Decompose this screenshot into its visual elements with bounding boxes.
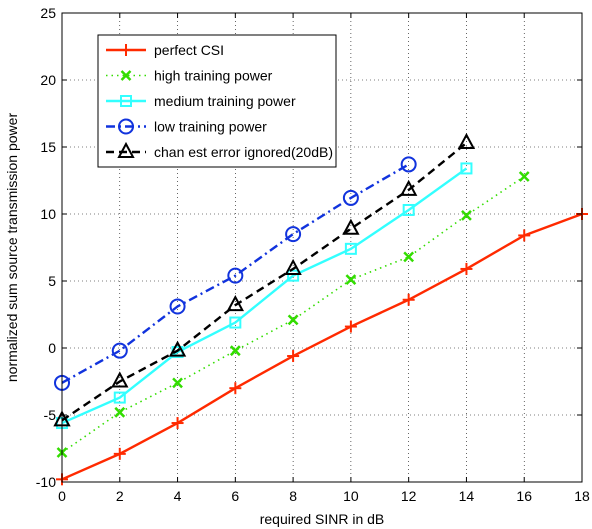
- y-axis-label: normalized sum source transmission power: [4, 113, 20, 383]
- data-point: [284, 258, 302, 275]
- legend-item: high training power: [106, 68, 273, 84]
- data-point: [113, 391, 126, 404]
- y-tick-label: 20: [40, 72, 56, 88]
- data-point: [285, 226, 302, 243]
- series-2: [56, 162, 473, 430]
- data-point: [168, 340, 187, 357]
- x-tick-label: 4: [174, 488, 182, 504]
- data-point: [402, 293, 415, 306]
- x-tick-label: 14: [459, 488, 475, 504]
- x-tick-label: 16: [516, 488, 532, 504]
- legend-label: medium training power: [154, 93, 296, 109]
- x-tick-label: 0: [58, 488, 66, 504]
- legend-marker: [120, 95, 132, 107]
- legend-marker: [117, 141, 135, 158]
- legend-label: chan est error ignored(20dB): [154, 144, 333, 160]
- x-tick-label: 12: [401, 488, 417, 504]
- data-point: [287, 350, 300, 363]
- data-point: [111, 371, 129, 388]
- data-point: [229, 345, 241, 357]
- series-0: [56, 208, 588, 486]
- y-tick-label: 10: [40, 206, 56, 222]
- data-point: [229, 316, 242, 329]
- data-point: [403, 251, 415, 263]
- x-tick-label: 10: [343, 488, 359, 504]
- data-point: [342, 189, 359, 206]
- series-line: [61, 175, 525, 454]
- x-tick-label: 6: [231, 488, 239, 504]
- legend-item: low training power: [106, 118, 267, 135]
- legend-item: medium training power: [106, 93, 296, 109]
- x-tick-label: 8: [289, 488, 297, 504]
- data-point: [344, 320, 357, 333]
- legend-marker: [120, 70, 132, 81]
- data-point: [460, 262, 473, 275]
- series-3: [54, 156, 417, 391]
- y-tick-label: 15: [40, 139, 56, 155]
- x-tick-label: 18: [574, 488, 590, 504]
- data-point: [114, 406, 126, 418]
- data-point: [518, 229, 531, 242]
- y-tick-label: 5: [48, 273, 56, 289]
- data-point: [172, 377, 183, 389]
- series-1: [56, 171, 530, 458]
- legend-item: perfect CSI: [106, 42, 224, 58]
- legend-label: low training power: [154, 119, 267, 135]
- x-tick-label: 2: [116, 488, 124, 504]
- data-point: [226, 295, 245, 312]
- data-point: [287, 314, 299, 326]
- data-point: [344, 242, 357, 255]
- data-point: [399, 179, 418, 196]
- data-point: [402, 203, 415, 216]
- y-tick-label: 0: [48, 340, 56, 356]
- data-point: [400, 156, 417, 173]
- y-tick-label: 25: [40, 5, 56, 21]
- data-point: [342, 218, 360, 235]
- data-point: [171, 417, 184, 430]
- legend-label: high training power: [154, 68, 273, 84]
- legend-marker: [120, 44, 132, 56]
- data-point: [460, 162, 473, 175]
- legend-label: perfect CSI: [154, 42, 224, 58]
- plot-frame: [61, 12, 583, 483]
- series-layer: [53, 132, 588, 486]
- series-line: [61, 212, 583, 481]
- legend-item: chan est error ignored(20dB): [106, 141, 333, 160]
- series-4: [53, 132, 476, 427]
- data-point: [113, 447, 126, 460]
- x-axis-label: required SINR in dB: [260, 511, 385, 527]
- data-point: [227, 267, 244, 284]
- series-line: [61, 142, 468, 422]
- data-point: [345, 274, 357, 286]
- series-line: [61, 163, 410, 384]
- legend: perfect CSI high training power medium tra…: [97, 34, 337, 168]
- series-line: [61, 167, 468, 425]
- data-point: [229, 382, 242, 395]
- data-point: [461, 209, 472, 221]
- data-point: [518, 171, 530, 182]
- data-point: [169, 298, 186, 315]
- y-tick-label: -5: [44, 407, 57, 423]
- tick-layer: 0 2 4 6 8 10 12 14 16 18 -10 -5 0 5 10 15 20 25: [36, 5, 590, 504]
- data-point: [457, 132, 476, 149]
- legend-marker: [118, 118, 134, 135]
- data-point: [287, 269, 300, 282]
- y-tick-label: -10: [36, 474, 56, 490]
- data-point: [111, 342, 128, 359]
